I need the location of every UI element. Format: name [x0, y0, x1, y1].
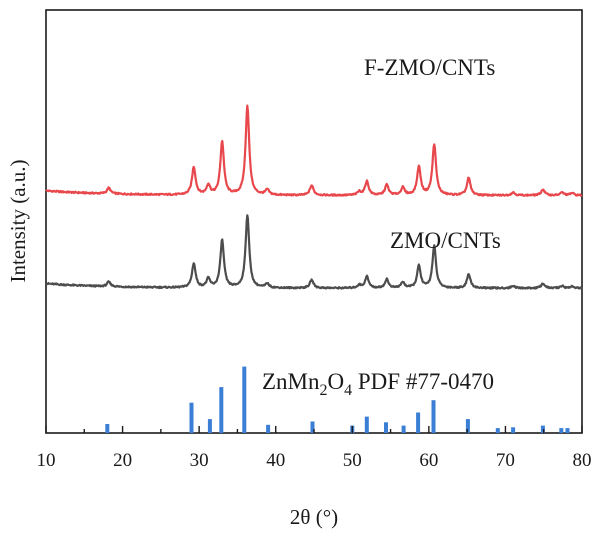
reference-stick: [431, 400, 436, 433]
reference-stick: [310, 421, 315, 433]
reference-stick: [219, 387, 224, 433]
x-tick-label: 10: [37, 450, 56, 471]
reference-stick: [511, 427, 516, 433]
curves: [45, 104, 583, 290]
y-axis-title: Intensity (a.u.): [6, 159, 30, 282]
reference-stick: [416, 412, 421, 433]
reference-stick: [559, 428, 564, 433]
reference-stick: [465, 419, 470, 433]
reference-stick: [540, 425, 545, 433]
reference-stick: [266, 424, 271, 433]
x-tick-label: 20: [113, 450, 132, 471]
series-label-f-zmo-cnts: F-ZMO/CNTs: [364, 55, 495, 80]
series-line-f-zmo-cnts: [45, 104, 583, 197]
x-tick-label: 80: [573, 450, 592, 471]
series-line-zmo-cnts: [45, 214, 583, 290]
x-tick-label: 60: [419, 450, 438, 471]
reference-stick: [364, 416, 369, 433]
reference-stick: [189, 402, 194, 433]
reference-stick: [565, 428, 570, 433]
reference-stick: [207, 419, 212, 433]
reference-stick: [242, 366, 247, 433]
reference-stick: [495, 428, 500, 433]
series-label-zmo-cnts: ZMO/CNTs: [390, 228, 501, 253]
reference-label-subscript: 4: [344, 382, 352, 399]
reference-label: ZnMn2O4 PDF #77-0470: [262, 369, 494, 399]
reference-stick: [384, 422, 388, 433]
reference-label-part: PDF #77-0470: [352, 369, 494, 394]
x-tick-label: 50: [343, 450, 362, 471]
x-tick-label: 40: [266, 450, 285, 471]
reference-stick: [105, 424, 110, 433]
reference-label-subscript: 2: [320, 382, 328, 399]
x-tick-label: 30: [190, 450, 209, 471]
x-tick-label: 70: [496, 450, 515, 471]
reference-label-part: ZnMn: [262, 369, 320, 394]
reference-lines: [105, 366, 570, 433]
x-axis-title: 2θ (°): [290, 505, 338, 529]
reference-label-part: O: [328, 369, 345, 394]
x-ticks: 10 20 30 40 50 60 70 80: [37, 426, 592, 471]
reference-stick: [401, 425, 406, 433]
